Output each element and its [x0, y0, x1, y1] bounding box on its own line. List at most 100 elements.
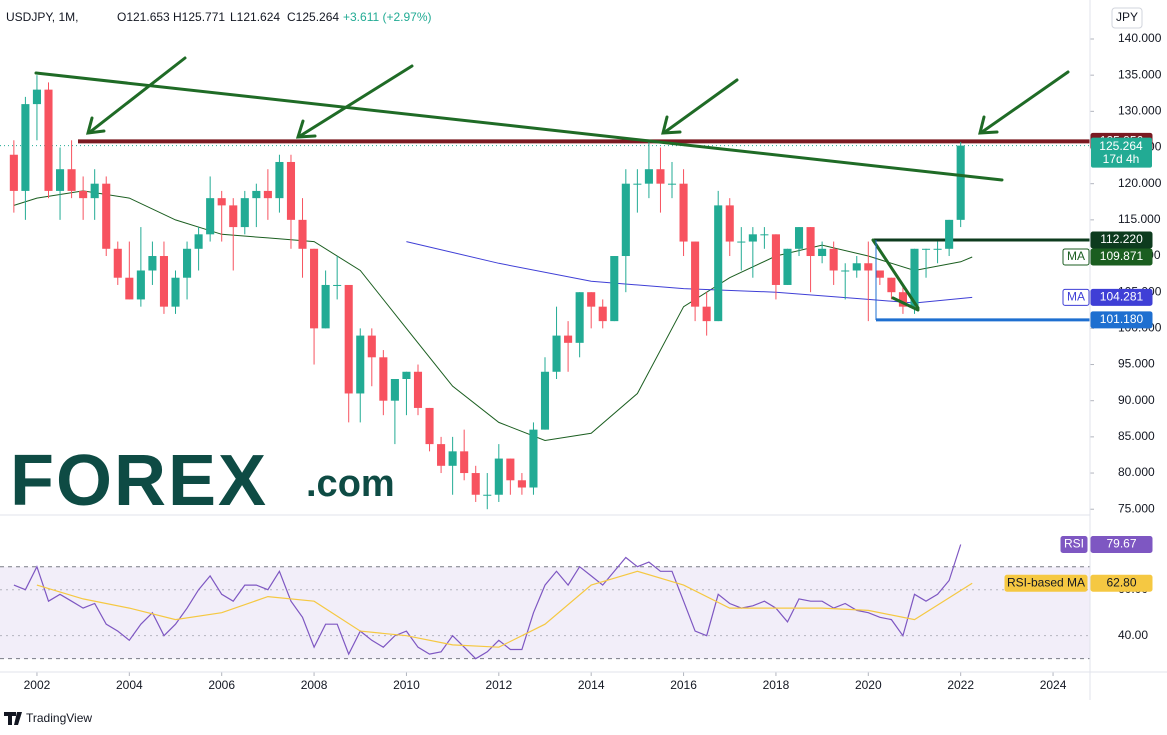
- candle-body: [945, 219, 954, 249]
- candle-body: [598, 306, 607, 322]
- candle-body: [159, 256, 169, 307]
- price-line-label-box: [1090, 231, 1153, 249]
- candle-body: [44, 89, 53, 191]
- currency-box[interactable]: [1111, 7, 1143, 29]
- candle-body: [206, 198, 215, 235]
- candle-body: [702, 306, 711, 322]
- y-tick-label: 75.000: [1118, 501, 1155, 515]
- x-tick-label: 2018: [763, 678, 790, 692]
- legend-name: RSI: [1064, 537, 1084, 551]
- wedge-line: [871, 238, 920, 310]
- candle-body: [252, 190, 261, 199]
- candle-body: [621, 183, 630, 257]
- candle-body: [9, 154, 18, 191]
- candle-body: [841, 270, 850, 272]
- y-tick-label: 120.000: [1118, 176, 1162, 190]
- candle-body: [275, 161, 284, 199]
- legend-name: RSI-based MA: [1007, 575, 1085, 589]
- candle-body: [113, 248, 122, 278]
- x-tick-label: 2012: [485, 678, 512, 692]
- arrow-head: [295, 119, 317, 139]
- low: L121.624: [230, 10, 280, 24]
- ma-name-box: [1062, 248, 1090, 266]
- candle-body: [587, 292, 596, 307]
- close: C125.264: [287, 10, 339, 24]
- candle-body: [737, 241, 746, 243]
- candle-body: [910, 248, 919, 307]
- y-tick-label: 90.000: [1118, 393, 1155, 407]
- candle-body: [344, 284, 353, 394]
- candle-body: [933, 248, 942, 250]
- candle-body: [460, 451, 469, 474]
- y-tick-label: 140.000: [1118, 31, 1162, 45]
- currency[interactable]: JPY: [1116, 10, 1138, 24]
- ma-value: 109.871: [1100, 249, 1144, 263]
- candle-body: [298, 219, 307, 249]
- candle-body: [333, 284, 342, 286]
- countdown: 17d 4h: [1103, 152, 1140, 166]
- candle-body: [390, 379, 399, 401]
- candle-body: [148, 256, 157, 271]
- candle-body: [240, 198, 249, 228]
- rsi-line: [13, 544, 962, 660]
- candle-body: [864, 263, 873, 271]
- drawings: [34, 56, 1070, 312]
- rsi-value: 79.67: [1106, 537, 1136, 551]
- rsi-line: [36, 570, 973, 648]
- ma-name: MA: [1067, 290, 1085, 304]
- candle-body: [771, 234, 780, 285]
- candle-body: [564, 335, 573, 343]
- candle-body: [921, 248, 931, 250]
- candle-body: [783, 248, 792, 285]
- x-tick-label: 2004: [116, 678, 143, 692]
- candle-body: [633, 183, 642, 185]
- price-line-label: 112.220: [1100, 232, 1143, 246]
- candle-body: [494, 458, 503, 495]
- candle-body: [517, 480, 526, 488]
- candle-body: [136, 270, 145, 300]
- candle-body: [32, 89, 41, 105]
- candle-body: [79, 190, 88, 199]
- logo-suffix: .com: [306, 463, 395, 505]
- ma-value-box: [1090, 248, 1153, 266]
- candle-body: [194, 234, 203, 249]
- candle-body: [125, 277, 134, 300]
- arrow-head: [978, 115, 999, 135]
- candle-body: [379, 357, 388, 401]
- candle-body: [644, 169, 653, 184]
- rsi-value-box: [1090, 535, 1153, 553]
- price-line-label-box: [1090, 311, 1153, 329]
- x-tick-label: 2016: [670, 678, 697, 692]
- symbol: USDJPY, 1M,: [6, 10, 78, 24]
- candle-body: [748, 234, 757, 242]
- x-tick-label: 2008: [301, 678, 328, 692]
- candle-body: [356, 335, 365, 394]
- rsi-value: 62.80: [1106, 575, 1136, 589]
- y-tick-label: 130.000: [1118, 104, 1162, 118]
- open: O121.653: [117, 10, 170, 24]
- ma-value-box: [1090, 288, 1153, 306]
- labels-layer: 75.00080.00085.00090.00095.000100.000105…: [24, 31, 1162, 692]
- candle-body: [956, 145, 965, 220]
- ma-value: 104.281: [1100, 290, 1144, 304]
- candle-body: [806, 227, 815, 257]
- y-tick-label: 85.000: [1118, 429, 1155, 443]
- y-tick-label: 95.000: [1118, 357, 1155, 371]
- candle-body: [263, 190, 272, 199]
- candle-body: [171, 277, 180, 307]
- candle-body: [286, 161, 296, 220]
- wedge-line: [891, 296, 920, 312]
- candle-body: [67, 169, 76, 191]
- candle-body: [875, 270, 884, 278]
- candle-body: [540, 371, 550, 430]
- change: +3.611 (+2.97%): [343, 10, 432, 24]
- candle-body: [898, 292, 907, 307]
- candle-body: [760, 234, 769, 236]
- x-tick-label: 2022: [947, 678, 974, 692]
- candle-body: [656, 169, 665, 184]
- candle-body: [402, 371, 411, 379]
- price-layer: [0, 75, 1090, 510]
- candle-body: [367, 335, 376, 358]
